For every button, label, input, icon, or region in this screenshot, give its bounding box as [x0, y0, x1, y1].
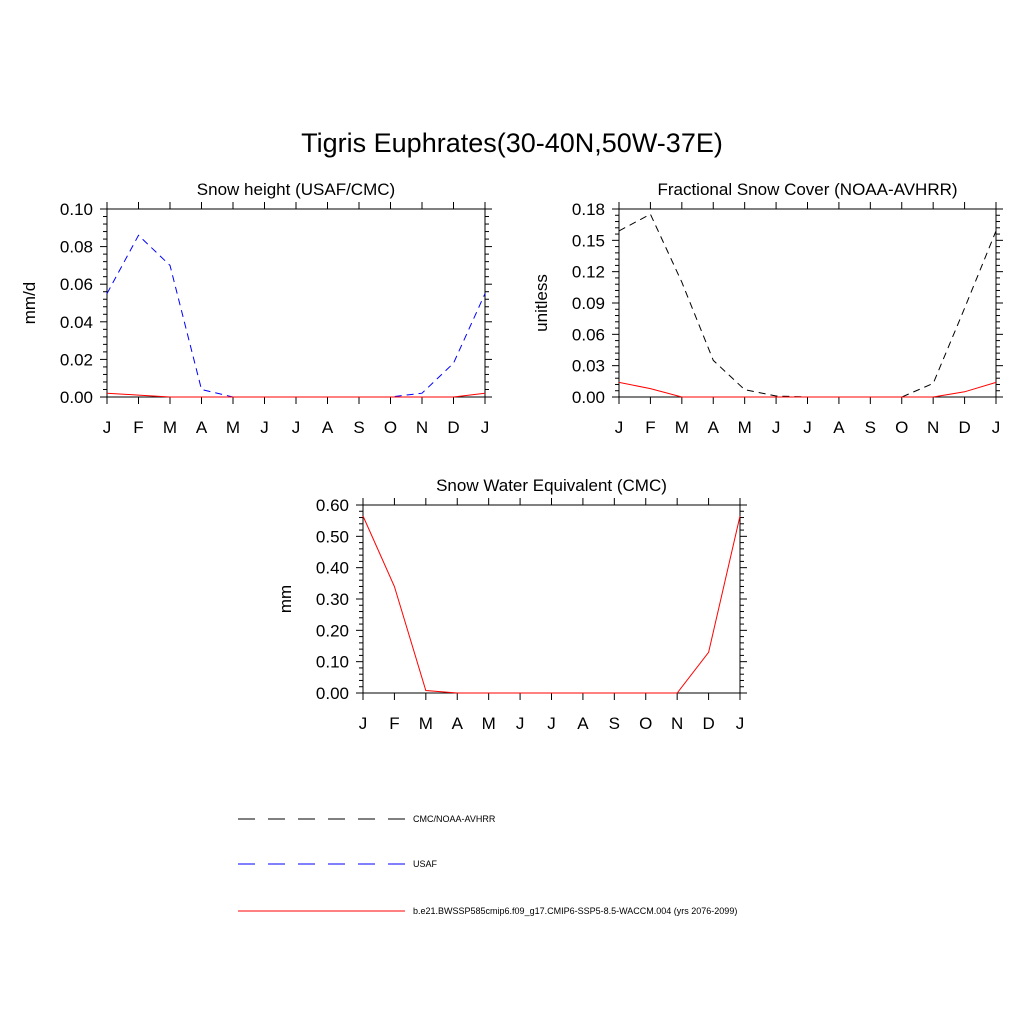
legend-label: CMC/NOAA-AVHRR	[413, 814, 496, 824]
panel-title: Snow height (USAF/CMC)	[197, 180, 395, 199]
y-tick-label: 0.09	[572, 294, 605, 313]
y-tick-label: 0.60	[316, 496, 349, 515]
legend-label: USAF	[413, 859, 438, 869]
y-tick-label: 0.06	[572, 325, 605, 344]
x-tick-label: M	[419, 714, 433, 733]
x-tick-label: F	[133, 418, 143, 437]
y-tick-label: 0.06	[60, 275, 93, 294]
y-tick-label: 0.08	[60, 238, 93, 257]
x-tick-label: J	[260, 418, 269, 437]
y-tick-label: 0.50	[316, 527, 349, 546]
y-tick-label: 0.30	[316, 590, 349, 609]
x-tick-label: N	[671, 714, 683, 733]
x-tick-label: J	[547, 714, 556, 733]
x-tick-label: S	[353, 418, 364, 437]
legend: CMC/NOAA-AVHRR USAF b.e21.BWSSP585cmip6.f0…	[238, 814, 737, 916]
y-tick-label: 0.02	[60, 350, 93, 369]
x-tick-label: A	[196, 418, 208, 437]
y-tick-label: 0.18	[572, 200, 605, 219]
y-tick-label: 0.10	[316, 653, 349, 672]
y-tick-label: 0.04	[60, 313, 93, 332]
panel-swe: Snow Water Equivalent (CMC) mm 0.00 0.10 0.2…	[276, 476, 747, 733]
series-line	[362, 515, 741, 694]
x-tick-label: F	[645, 418, 655, 437]
series-line	[618, 381, 997, 398]
x-tick-label: A	[708, 418, 720, 437]
x-tick-label: O	[639, 714, 652, 733]
x-tick-label: J	[772, 418, 781, 437]
panel-snow-height: Snow height (USAF/CMC) mm/d 0.00 0.02 0.04 0.…	[20, 180, 492, 437]
y-tick-label: 0.00	[316, 684, 349, 703]
panel-snow-cover: Fractional Snow Cover (NOAA-AVHRR) unitle…	[532, 180, 1003, 437]
x-tick-label: A	[452, 714, 464, 733]
y-tick-label: 0.20	[316, 621, 349, 640]
x-tick-label: D	[702, 714, 714, 733]
x-tick-label: J	[481, 418, 490, 437]
y-tick-label: 0.00	[60, 388, 93, 407]
y-tick-label: 0.03	[572, 357, 605, 376]
y-tick-label: 0.15	[572, 231, 605, 250]
figure-title: Tigris Euphrates(30-40N,50W-37E)	[301, 128, 723, 158]
x-tick-label: O	[895, 418, 908, 437]
y-axis-label: mm	[276, 585, 295, 613]
x-tick-label: S	[865, 418, 876, 437]
y-tick-label: 0.40	[316, 559, 349, 578]
y-axis-label: mm/d	[20, 282, 39, 325]
x-tick-label: A	[833, 418, 845, 437]
x-tick-label: M	[226, 418, 240, 437]
y-tick-label: 0.00	[572, 388, 605, 407]
y-axis-label: unitless	[532, 274, 551, 332]
x-tick-label: J	[803, 418, 812, 437]
plot-frame	[106, 208, 486, 398]
x-tick-label: F	[389, 714, 399, 733]
x-tick-label: S	[609, 714, 620, 733]
x-tick-label: J	[736, 714, 745, 733]
x-tick-label: M	[738, 418, 752, 437]
x-tick-label: D	[447, 418, 459, 437]
x-tick-label: N	[927, 418, 939, 437]
x-tick-label: J	[359, 714, 368, 733]
x-tick-label: M	[482, 714, 496, 733]
x-tick-label: M	[675, 418, 689, 437]
x-tick-label: J	[292, 418, 301, 437]
x-tick-label: D	[958, 418, 970, 437]
x-tick-label: O	[384, 418, 397, 437]
x-tick-label: J	[615, 418, 624, 437]
y-tick-label: 0.10	[60, 200, 93, 219]
x-tick-label: J	[103, 418, 112, 437]
plot-frame	[362, 504, 741, 694]
y-tick-label: 0.12	[572, 263, 605, 282]
series-line	[106, 392, 486, 398]
series-line	[106, 234, 486, 398]
legend-label: b.e21.BWSSP585cmip6.f09_g17.CMIP6-SSP5-8…	[413, 906, 737, 916]
x-tick-label: M	[163, 418, 177, 437]
x-tick-label: A	[322, 418, 334, 437]
panel-title: Fractional Snow Cover (NOAA-AVHRR)	[657, 180, 957, 199]
series-line	[618, 213, 997, 398]
x-tick-label: J	[516, 714, 525, 733]
x-tick-label: J	[992, 418, 1001, 437]
x-tick-label: N	[416, 418, 428, 437]
x-tick-label: A	[577, 714, 589, 733]
panel-title: Snow Water Equivalent (CMC)	[436, 476, 667, 495]
